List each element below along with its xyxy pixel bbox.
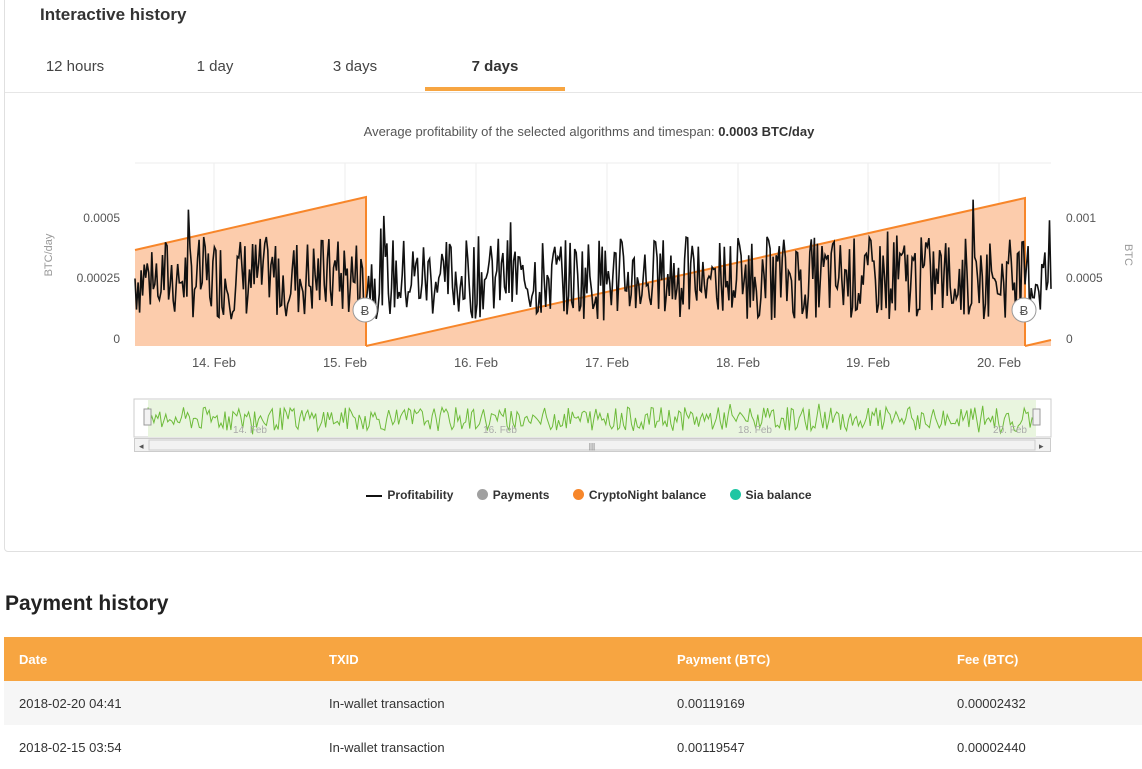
navigator-handle-left[interactable] [143,408,152,426]
x-tick-label: 17. Feb [585,355,629,370]
cell-fee: 0.00002432 [957,695,1026,711]
dot-swatch-icon [572,489,584,501]
scroll-grip-icon: ||| [589,442,595,451]
y-left-tick-2: 0.0005 [83,211,120,225]
table-row[interactable]: 2018-02-20 04:41 In-wallet transaction 0… [4,681,1142,725]
y-right-label: BTC [1122,244,1134,266]
cell-date: 2018-02-15 03:54 [19,739,122,755]
average-profitability: Average profitability of the selected al… [0,124,1142,139]
y-left-tick-0: 0 [113,332,120,346]
navigator-tick: 16. Feb [483,425,517,436]
timespan-tabs: 12 hours 1 day 3 days 7 days [5,50,1142,93]
y-right-tick-0: 0 [1066,332,1073,346]
y-left-label: BTC/day [43,233,55,276]
legend-sia-balance[interactable]: Sia balance [729,488,812,502]
bitcoin-icon: Ƀ [1020,303,1029,318]
cell-payment: 0.00119169 [677,695,745,711]
cell-fee: 0.00002440 [957,739,1026,755]
cell-payment: 0.00119547 [677,739,745,755]
table-row[interactable]: 2018-02-15 03:54 In-wallet transaction 0… [4,725,1142,769]
payment-marker-2[interactable]: Ƀ [1011,297,1037,323]
x-tick-label: 18. Feb [716,355,760,370]
average-value: 0.0003 BTC/day [718,124,815,139]
legend-label: Profitability [387,488,454,502]
profitability-line [134,199,1052,321]
navigator-tick: 20. Feb [993,425,1027,436]
dot-swatch-icon [729,489,741,501]
column-header-fee[interactable]: Fee (BTC) [957,651,1019,667]
navigator-handle-right[interactable] [1032,408,1041,426]
tab-12-hours[interactable]: 12 hours [45,58,105,75]
line-swatch-icon [366,494,383,497]
legend-label: Payments [492,488,550,502]
cell-txid: In-wallet transaction [329,695,445,711]
bitcoin-icon: Ƀ [361,303,370,318]
y-right-tick-1: 0.0005 [1066,271,1103,285]
x-tick-label: 14. Feb [192,355,236,370]
navigator-tick: 14. Feb [233,425,267,436]
y-right-tick-2: 0.001 [1066,211,1096,225]
y-left-tick-1: 0.00025 [77,271,121,285]
x-tick-label: 19. Feb [846,355,890,370]
navigator[interactable]: 14. Feb 16. Feb 18. Feb 20. Feb [133,398,1052,438]
column-header-date[interactable]: Date [19,651,48,667]
scroll-right-arrow[interactable]: ▸ [1039,441,1044,451]
tab-7-days[interactable]: 7 days [425,50,565,91]
legend-cryptonight-balance[interactable]: CryptoNight balance [572,488,707,502]
x-tick-label: 15. Feb [323,355,367,370]
payment-history-table: Date TXID Payment (BTC) Fee (BTC) 2018-0… [4,637,1142,769]
payment-marker-1[interactable]: Ƀ [352,297,378,323]
cell-txid: In-wallet transaction [329,739,445,755]
column-header-txid[interactable]: TXID [329,651,359,667]
table-header-row: Date TXID Payment (BTC) Fee (BTC) [4,637,1142,681]
legend-label: Sia balance [745,488,812,502]
navigator-line [147,403,1037,435]
legend-payments[interactable]: Payments [476,488,550,502]
dot-swatch-icon [476,489,488,501]
chart-legend: Profitability Payments CryptoNight balan… [0,488,1142,502]
average-label: Average profitability of the selected al… [363,124,715,139]
profitability-chart[interactable]: Ƀ Ƀ 0 0.00025 0.0005 BTC/day 0 0.0005 0.… [0,0,1142,470]
legend-label: CryptoNight balance [588,488,707,502]
column-header-payment[interactable]: Payment (BTC) [677,651,771,667]
tab-3-days[interactable]: 3 days [332,58,378,75]
navigator-tick: 18. Feb [738,425,772,436]
scroll-left-arrow[interactable]: ◂ [139,441,144,451]
tab-1-day[interactable]: 1 day [196,58,234,75]
x-axis: 14. Feb 15. Feb 16. Feb 17. Feb 18. Feb … [192,355,1021,370]
legend-profitability[interactable]: Profitability [366,488,453,502]
card-title: Interactive history [40,5,187,24]
x-tick-label: 20. Feb [977,355,1021,370]
x-tick-label: 16. Feb [454,355,498,370]
scroll-thumb[interactable] [148,439,1036,451]
navigator-scrollbar[interactable]: ◂ ||| ▸ [134,438,1051,452]
cell-date: 2018-02-20 04:41 [19,695,122,711]
payment-history-title: Payment history [5,592,169,615]
